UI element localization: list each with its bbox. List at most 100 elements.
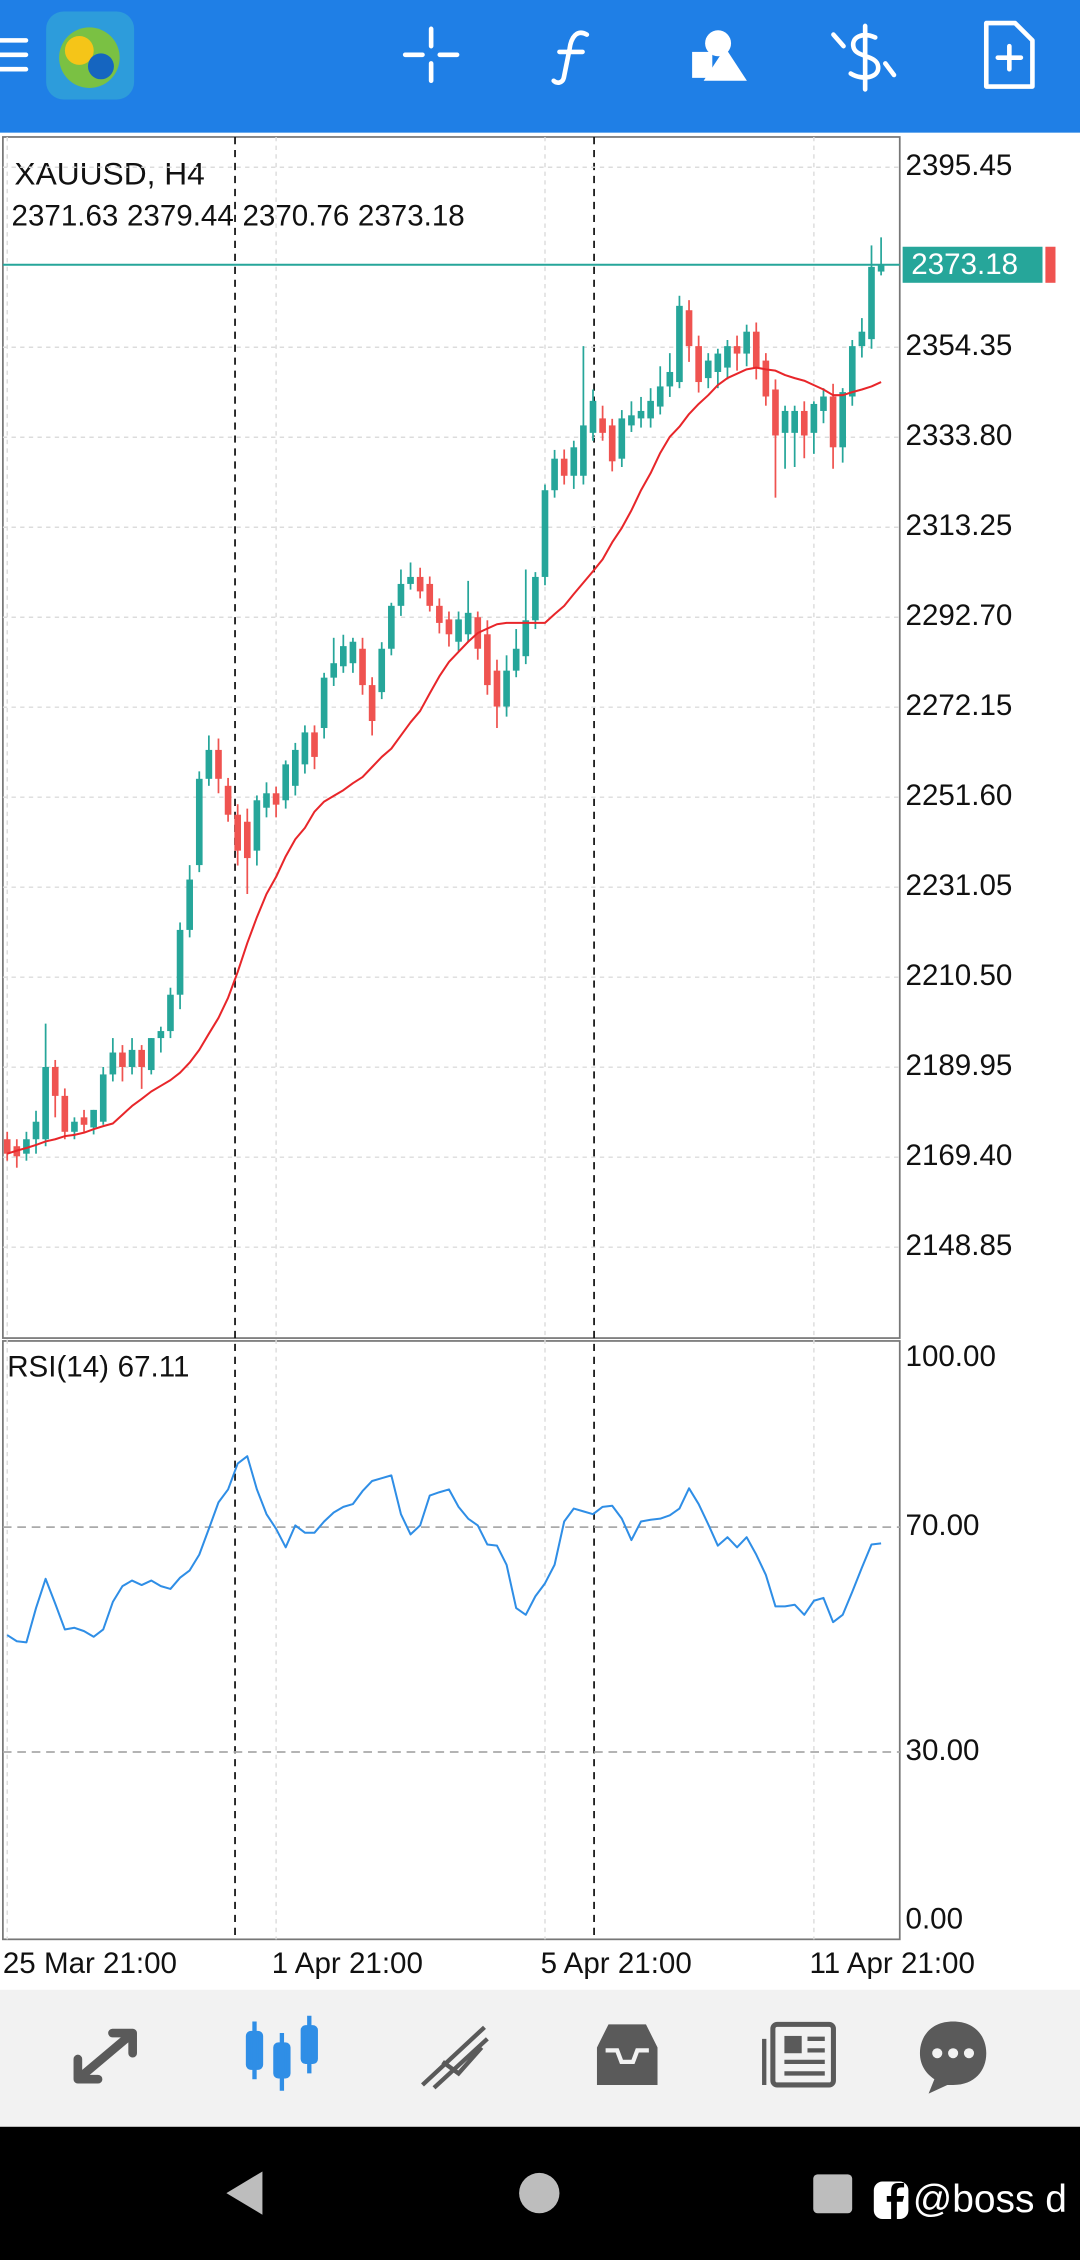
plot-layer: 2395.45 2354.35 2333.80 2313.25 2292.70 2272.… bbox=[3, 136, 1056, 1980]
candle-body bbox=[839, 392, 847, 448]
candle-body bbox=[128, 1049, 136, 1067]
menu-button[interactable] bbox=[0, 38, 29, 72]
open-readout: 2371.63 bbox=[12, 200, 119, 233]
y-tick-label: 2210.50 bbox=[906, 959, 1013, 992]
indicators-button[interactable] bbox=[551, 30, 590, 85]
candle-body bbox=[42, 1066, 49, 1140]
candle-body bbox=[752, 331, 760, 368]
candle-body bbox=[532, 576, 539, 621]
nav-news[interactable] bbox=[762, 2021, 836, 2088]
candle-body bbox=[628, 415, 635, 426]
candle-body bbox=[263, 793, 270, 808]
rsi-readout: RSI(14) 67.11 bbox=[7, 1350, 189, 1383]
candle-body bbox=[810, 403, 818, 433]
new-order-button[interactable] bbox=[983, 20, 1035, 89]
candle-body bbox=[724, 346, 731, 368]
candle-body bbox=[291, 749, 299, 786]
candle-body bbox=[743, 331, 750, 354]
trade-button[interactable] bbox=[831, 23, 897, 92]
candle-body bbox=[618, 418, 626, 459]
candle-body bbox=[99, 1074, 107, 1122]
x-tick-label: 5 Apr 21:00 bbox=[541, 1947, 692, 1980]
candle-body bbox=[368, 685, 376, 722]
nav-chart[interactable] bbox=[245, 2015, 318, 2091]
candle-body bbox=[71, 1121, 78, 1132]
y-tick-label: 2189.95 bbox=[906, 1049, 1013, 1082]
y-tick-label: 2251.60 bbox=[906, 779, 1013, 812]
candle-body bbox=[570, 447, 578, 476]
candle-body bbox=[503, 670, 510, 707]
candle-body bbox=[800, 410, 808, 436]
candle-body bbox=[215, 749, 222, 779]
candle-body bbox=[541, 490, 549, 577]
candle-body bbox=[340, 646, 347, 667]
candle-body bbox=[455, 619, 462, 642]
x-tick-label: 11 Apr 21:00 bbox=[810, 1947, 975, 1980]
candle-body bbox=[282, 764, 290, 801]
candle-body bbox=[234, 814, 242, 851]
candle-body bbox=[877, 264, 885, 272]
last-price-box bbox=[902, 246, 1043, 283]
home-button[interactable] bbox=[519, 2172, 560, 2214]
price-pane bbox=[2, 136, 901, 1339]
candle-body bbox=[829, 396, 837, 448]
candle-body bbox=[138, 1049, 145, 1067]
chart-title: XAUUSD, H4 bbox=[14, 155, 204, 191]
crosshair-button[interactable] bbox=[402, 26, 460, 84]
candle-body bbox=[647, 400, 654, 419]
rsi-value: 67.11 bbox=[118, 1350, 190, 1383]
back-button[interactable] bbox=[226, 2171, 263, 2215]
nav-history[interactable] bbox=[596, 2024, 658, 2085]
recents-button[interactable] bbox=[813, 2174, 853, 2214]
ohlc-readout: 2371.63 2379.44 2370.76 2373.18 bbox=[12, 200, 465, 233]
candle-body bbox=[676, 305, 683, 383]
candle-body bbox=[272, 793, 280, 805]
candle-body bbox=[23, 1139, 30, 1154]
candle-body bbox=[80, 1117, 88, 1125]
toolbar bbox=[0, 0, 1080, 133]
app-logo[interactable] bbox=[46, 11, 135, 100]
candle-body bbox=[359, 648, 366, 686]
nav-chat[interactable] bbox=[919, 2021, 987, 2094]
candle-body bbox=[416, 576, 424, 592]
candle-body bbox=[685, 310, 693, 347]
objects-button[interactable] bbox=[692, 30, 747, 81]
rsi-title: RSI(14) bbox=[7, 1350, 109, 1383]
candle-body bbox=[320, 677, 328, 729]
candle-body bbox=[407, 576, 414, 584]
nav-quotes[interactable] bbox=[73, 2028, 137, 2084]
candle-body bbox=[762, 360, 770, 397]
candle-body bbox=[733, 346, 741, 354]
x-tick-label: 1 Apr 21:00 bbox=[272, 1947, 423, 1980]
candle-body bbox=[3, 1139, 11, 1154]
y-tick-label: 2169.40 bbox=[906, 1139, 1013, 1172]
candle-body bbox=[224, 785, 232, 815]
candle-body bbox=[51, 1066, 59, 1096]
candle-body bbox=[205, 749, 213, 779]
y-tick-label: 2272.15 bbox=[906, 689, 1013, 722]
y-tick-label: 2313.25 bbox=[906, 509, 1013, 542]
high-readout: 2379.44 bbox=[127, 200, 234, 233]
candle-body bbox=[666, 371, 674, 387]
candle-body bbox=[167, 994, 174, 1032]
y-tick-label: 2292.70 bbox=[906, 599, 1013, 632]
nav-trade[interactable] bbox=[421, 2025, 489, 2090]
candle-body bbox=[868, 266, 875, 340]
candle-body bbox=[445, 619, 453, 635]
y-tick-label: 100.00 bbox=[906, 1340, 996, 1373]
candle-body bbox=[656, 386, 664, 407]
candle-body bbox=[176, 929, 184, 995]
candle-body bbox=[858, 331, 866, 347]
candle-body bbox=[791, 410, 798, 433]
candle-body bbox=[695, 346, 702, 383]
low-readout: 2370.76 bbox=[242, 200, 349, 233]
bottom-nav bbox=[0, 1989, 1080, 2127]
candle-body bbox=[436, 605, 443, 623]
candle-body bbox=[147, 1038, 155, 1071]
candle-body bbox=[426, 583, 434, 606]
y-tick-label: 0.00 bbox=[906, 1903, 964, 1936]
ask-marker bbox=[1045, 246, 1056, 283]
candle-body bbox=[119, 1052, 126, 1067]
